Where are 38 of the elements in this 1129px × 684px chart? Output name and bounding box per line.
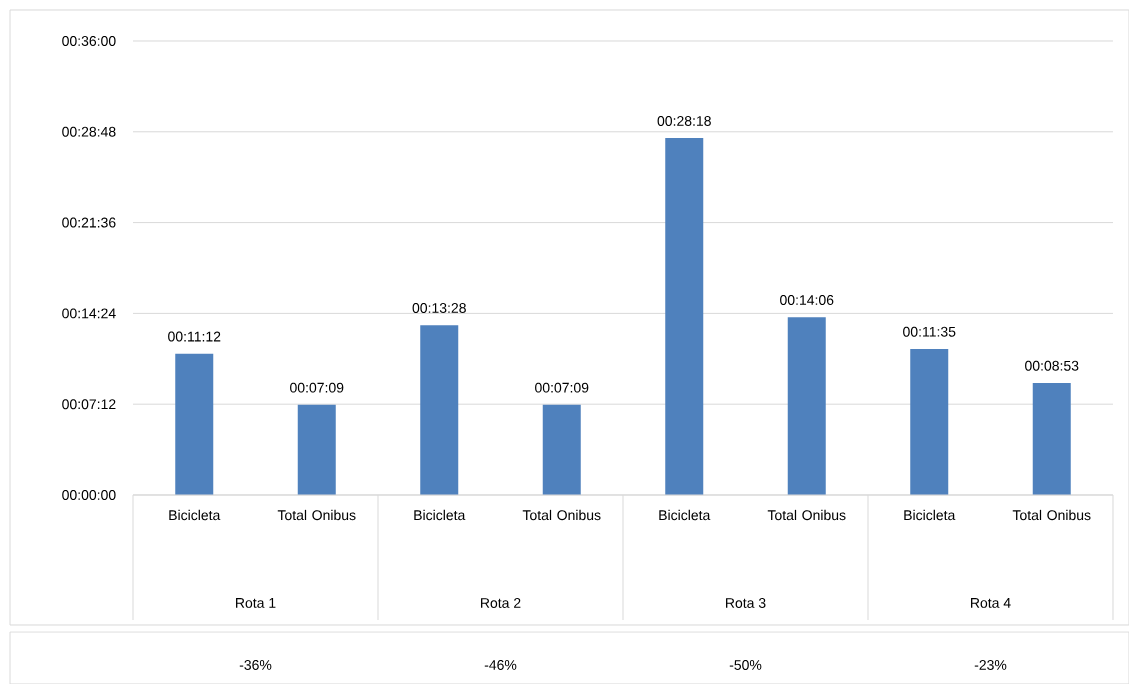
- y-tick-label: 00:28:48: [62, 126, 116, 137]
- bar: [175, 353, 214, 495]
- y-tick-label: 00:00:00: [62, 490, 116, 500]
- text: -36%: [239, 660, 272, 670]
- data-label: 00:11:12: [168, 331, 221, 342]
- text: Rota 4: [971, 598, 1011, 608]
- text: -23%: [974, 660, 1007, 670]
- x-tick-label: Total Onibus: [767, 509, 846, 521]
- bar: [910, 348, 949, 495]
- bar: [1032, 382, 1071, 495]
- x-tick-label: Bicicleta: [169, 509, 221, 521]
- bar: [420, 325, 459, 495]
- y-tick-label: 00:07:12: [62, 399, 116, 410]
- bar: [665, 138, 704, 495]
- x-tick-label: Total Onibus: [277, 509, 356, 521]
- data-label: 00:14:06: [780, 295, 834, 305]
- text: Rota 2: [481, 598, 521, 608]
- text: Rota 3: [726, 598, 766, 608]
- data-label: 00:13:28: [412, 303, 466, 313]
- data-label: 00:07:09: [535, 382, 589, 393]
- data-label: 00:28:18: [657, 115, 711, 126]
- data-label: 00:07:09: [290, 382, 344, 393]
- y-tick-label: 00:21:36: [62, 217, 116, 228]
- y-tick-label: 00:14:24: [62, 308, 116, 319]
- text: -50%: [729, 660, 762, 670]
- bar: [787, 317, 826, 495]
- x-tick-label: Bicicleta: [659, 509, 711, 521]
- text: Rota 1: [236, 598, 276, 608]
- bar: [542, 404, 581, 495]
- text: -46%: [484, 660, 517, 670]
- x-tick-label: Total Onibus: [522, 509, 601, 521]
- y-tick-label: 00:36:00: [62, 36, 116, 46]
- data-label: 00:11:35: [903, 326, 956, 337]
- data-label: 00:08:53: [1025, 360, 1079, 371]
- x-tick-label: Bicicleta: [904, 509, 956, 521]
- x-tick-label: Bicicleta: [414, 509, 466, 521]
- bar: [297, 404, 336, 495]
- x-tick-label: Total Onibus: [1012, 509, 1091, 521]
